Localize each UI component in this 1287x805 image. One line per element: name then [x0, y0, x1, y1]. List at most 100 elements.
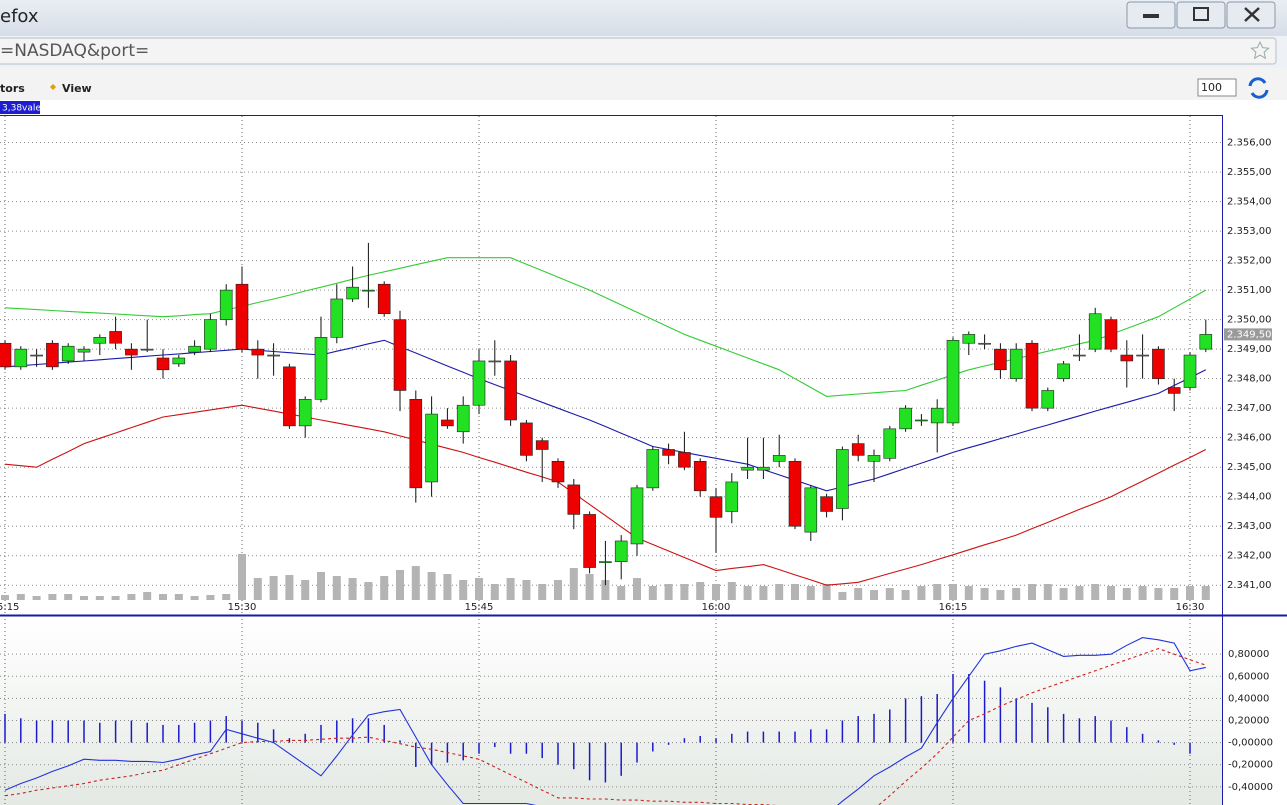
volume-bar — [174, 594, 183, 600]
y-tick-label: 2.346,00 — [1227, 433, 1272, 444]
candle-body — [646, 449, 660, 489]
volume-bar — [1043, 584, 1052, 600]
volume-bar — [1028, 584, 1036, 600]
volume-bar — [806, 586, 815, 600]
candle-body — [362, 289, 375, 292]
candle-body — [0, 342, 12, 368]
volume-bar — [664, 584, 673, 600]
candle-body — [709, 496, 723, 518]
candle-body — [1120, 354, 1134, 362]
candle-body — [757, 466, 770, 471]
candle-body — [1088, 313, 1102, 350]
volume-bar — [443, 574, 452, 600]
candle-body — [377, 283, 391, 315]
volume-bar — [680, 584, 689, 600]
y-tick-label: 0,80000 — [1228, 649, 1269, 660]
volume-bar — [506, 578, 515, 600]
volume-bar — [585, 574, 594, 600]
y-tick-label: 2.354,00 — [1227, 197, 1272, 208]
candle-body — [219, 289, 233, 320]
y-tick-label: 0,40000 — [1228, 693, 1269, 704]
candle-body — [930, 407, 944, 424]
candle-body — [30, 354, 43, 357]
candle-body — [1025, 342, 1039, 409]
volume-bar — [301, 580, 310, 600]
indicator-line — [4, 637, 1206, 805]
volume-bar — [1154, 588, 1163, 600]
y-tick-label: 0,60000 — [1228, 671, 1269, 682]
refresh-button[interactable] — [1248, 77, 1269, 99]
volume-bar — [222, 594, 231, 600]
volume-bar — [285, 575, 294, 600]
x-tick-label: 15:45 — [465, 602, 494, 613]
candle-body — [1041, 390, 1055, 409]
volume-bar — [348, 578, 357, 600]
volume-bar — [1091, 584, 1100, 600]
volume-bar — [633, 578, 641, 600]
candle-body — [298, 399, 312, 427]
candle-body — [346, 286, 359, 300]
candle-body — [551, 460, 565, 483]
volume-bar — [159, 594, 167, 600]
volume-bar — [411, 566, 420, 600]
candle-body — [820, 496, 833, 512]
volume-bar — [791, 584, 799, 600]
candle-body — [488, 360, 502, 363]
volume-bar — [238, 554, 246, 600]
y-tick-label: 2.356,00 — [1227, 138, 1272, 149]
volume-bar — [1201, 586, 1210, 600]
menu-item[interactable]: View — [62, 82, 92, 95]
bookmark-star[interactable] — [1250, 40, 1270, 60]
view-icon — [50, 84, 56, 90]
candle-body — [1136, 354, 1149, 357]
refresh-icon — [1250, 89, 1269, 99]
volume-bar — [317, 572, 325, 600]
volume-bar — [364, 582, 373, 600]
menu-item[interactable]: tors — [0, 82, 25, 95]
volume-bar — [190, 596, 199, 600]
x-tick-label: 16:30 — [1176, 602, 1205, 613]
indicator-panel — [0, 619, 1222, 805]
candle-body — [61, 345, 75, 362]
close-icon — [1244, 7, 1260, 22]
candle-body — [567, 484, 581, 515]
y-tick-label: 2.343,00 — [1227, 521, 1272, 532]
volume-bar — [1138, 586, 1147, 600]
candle-body — [267, 354, 280, 357]
maximize-button[interactable] — [1176, 1, 1226, 29]
volume-bar — [64, 594, 73, 600]
y-tick-label: 2.342,00 — [1227, 551, 1272, 562]
volume-bar — [16, 594, 25, 600]
volume-bar — [759, 586, 768, 600]
volume-bar — [269, 576, 278, 600]
window-title: efox — [0, 6, 39, 27]
candle-body — [1167, 387, 1181, 394]
zoom-input[interactable] — [1197, 78, 1237, 97]
candle-body — [836, 449, 849, 509]
candle-body — [662, 449, 675, 456]
x-tick-label: 16:00 — [702, 602, 731, 613]
candle-body — [1009, 348, 1023, 379]
volume-bar — [143, 592, 152, 600]
volume-bar — [396, 570, 404, 600]
address-bar[interactable] — [0, 37, 1277, 65]
candle-body — [614, 540, 628, 562]
axes: 2.341,00 2.342,00 2.343,00 2.344,00 2.345,00… — [0, 138, 1273, 793]
candle-body — [946, 339, 960, 424]
x-tick-label: 15:30 — [228, 602, 257, 613]
candle-body — [1152, 348, 1165, 379]
y-tick-label: 2.349,00 — [1227, 344, 1272, 355]
y-tick-label: 2.355,00 — [1227, 167, 1272, 178]
candle-body — [535, 440, 549, 450]
candle-body — [915, 419, 928, 422]
y-tick-label: 2.351,00 — [1227, 285, 1272, 296]
volume-bar — [901, 590, 910, 600]
candle-body — [46, 342, 59, 368]
candle-body — [409, 399, 423, 489]
volume-bar — [490, 584, 499, 600]
volume-bar — [538, 584, 547, 600]
y-tick-label: 0,20000 — [1228, 716, 1269, 727]
candle-body — [583, 514, 596, 568]
candle-body — [788, 460, 802, 527]
volume-bar — [617, 586, 626, 600]
